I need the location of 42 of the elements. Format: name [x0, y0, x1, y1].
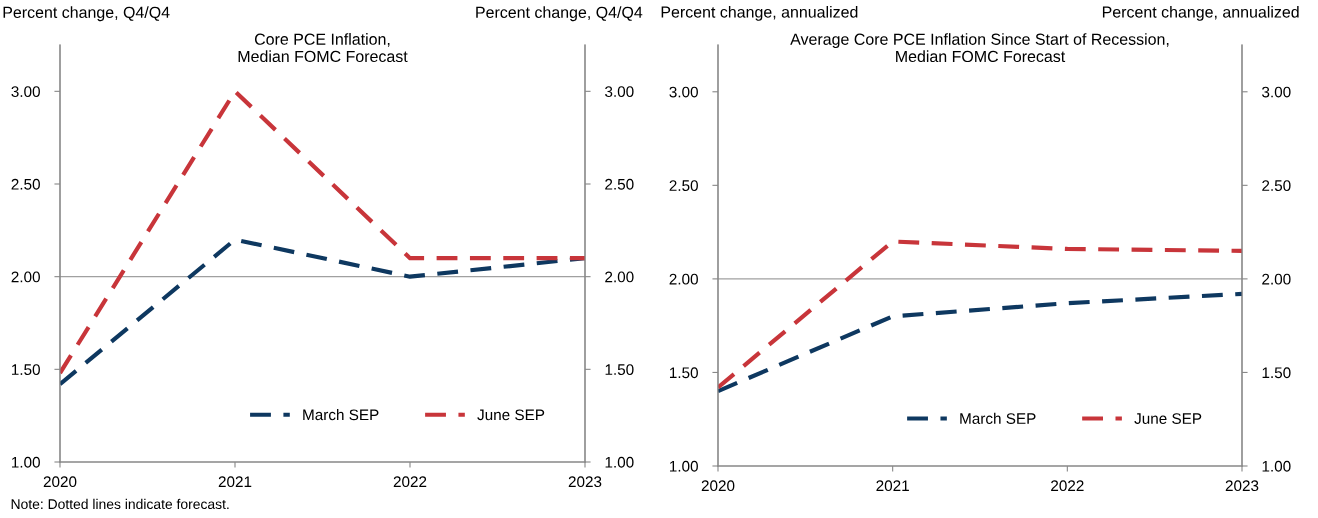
y2-axis-title: Percent change, annualized — [1102, 5, 1299, 21]
x-tick-label: 2020 — [43, 476, 77, 488]
legend-label: June SEP — [477, 409, 545, 421]
y-tick-label: 1.50 — [669, 367, 698, 379]
x-tick-label: 2020 — [701, 480, 735, 492]
y-tick-label: 2.00 — [11, 271, 40, 283]
y-tick-label: 1.00 — [669, 460, 698, 472]
legend-label: March SEP — [960, 412, 1036, 424]
y2-tick-label: 3.00 — [1262, 86, 1291, 98]
chart-title: Core PCE Inflation, Median FOMC Forecast — [238, 33, 408, 63]
x-tick-label: 2022 — [1051, 480, 1084, 492]
y2-tick-label: 2.50 — [605, 178, 634, 190]
y-tick-label: 2.50 — [11, 178, 40, 190]
y2-tick-label: 1.50 — [605, 364, 634, 376]
legend-label: June SEP — [1134, 413, 1202, 424]
x-tick-label: 2022 — [393, 476, 427, 488]
y-tick-label: 3.00 — [11, 86, 40, 98]
y-tick-label: 2.00 — [669, 273, 698, 285]
y2-tick-label: 2.00 — [605, 271, 634, 283]
chart-title: Average Core PCE Inflation Since Start of Recession, Median FOMC Forecast — [790, 33, 1169, 63]
y2-tick-label: 2.00 — [1262, 273, 1291, 285]
y2-tick-label: 3.00 — [605, 86, 634, 98]
x-tick-label: 2023 — [1225, 480, 1259, 492]
x-tick-label: 2023 — [568, 476, 602, 488]
y-tick-label: 3.00 — [669, 86, 698, 98]
line-series — [718, 291, 1242, 394]
y2-tick-label: 2.50 — [1262, 180, 1291, 192]
y-axis-title: Percent change, Q4/Q4 — [3, 6, 170, 22]
y2-tick-label: 1.00 — [1262, 460, 1291, 472]
y-tick-label: 2.50 — [669, 180, 698, 192]
line-series — [718, 239, 1242, 390]
line-series — [60, 237, 585, 387]
legend-label: March SEP — [303, 408, 379, 421]
y2-axis-title: Percent change, Q4/Q4 — [476, 6, 643, 22]
y-tick-label: 1.50 — [11, 364, 40, 376]
y2-tick-label: 1.50 — [1262, 367, 1291, 379]
x-tick-label: 2021 — [876, 480, 909, 492]
y-tick-label: 1.00 — [11, 456, 40, 468]
x-tick-label: 2021 — [218, 476, 252, 488]
y-axis-title: Percent change, annualized — [661, 5, 858, 21]
y2-tick-label: 1.00 — [605, 456, 634, 468]
text: Note: Dotted lines indicate forecast. — [11, 498, 229, 510]
